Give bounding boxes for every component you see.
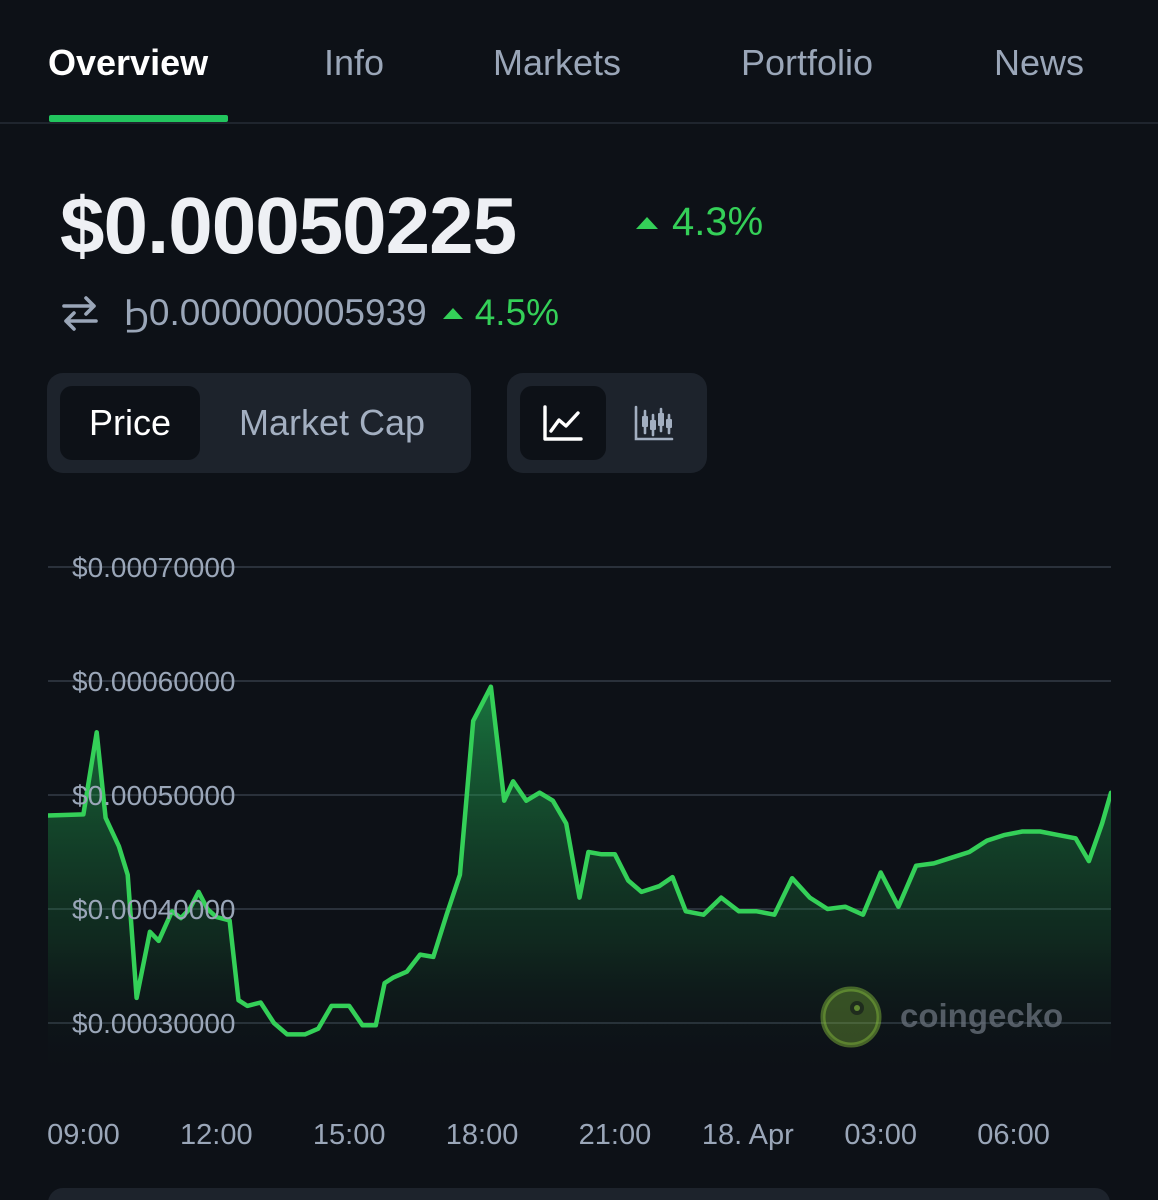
coingecko-logo-icon (820, 986, 882, 1048)
x-tick-label: 12:00 (180, 1119, 253, 1151)
watermark-text: coingecko (900, 997, 1063, 1034)
line-chart-button[interactable] (520, 386, 606, 460)
price-chart[interactable]: $0.00030000 $0.00040000 $0.00050000 $0.0006… (0, 520, 1158, 1180)
usd-price-change: 4.3% (636, 200, 763, 245)
up-triangle-icon (636, 216, 658, 229)
coingecko-watermark: coingecko (820, 986, 1063, 1048)
price-line (48, 684, 1111, 1037)
candlestick-chart-icon (634, 405, 674, 441)
x-tick-label: 18:00 (446, 1119, 519, 1151)
swap-arrows-icon[interactable] (60, 293, 100, 333)
y-tick-label: $0.00030000 (72, 1008, 236, 1039)
tab-portfolio[interactable]: Portfolio (741, 42, 874, 83)
usd-price: $0.00050225 (60, 181, 517, 270)
x-tick-label: 15:00 (313, 1119, 386, 1151)
chart-type-toggle (507, 373, 707, 473)
usd-change-value: 4.3% (672, 200, 764, 244)
btc-price: Ϧ0.000000005939 (124, 292, 427, 333)
x-tick-label: 06:00 (977, 1119, 1050, 1151)
active-tab-indicator (49, 115, 228, 122)
tab-bar: Overview Info Markets Portfolio News (0, 0, 1158, 124)
btc-price-row: Ϧ0.000000005939 4.5% (60, 288, 559, 338)
price-area-fill (48, 686, 1111, 1080)
y-tick-label: $0.00040000 (72, 894, 236, 925)
tab-markets[interactable]: Markets (493, 42, 622, 83)
x-tick-label: 21:00 (579, 1119, 652, 1151)
tab-info[interactable]: Info (324, 42, 385, 83)
btc-change-value: 4.5% (474, 292, 560, 333)
market-cap-toggle-button[interactable]: Market Cap (238, 402, 426, 443)
y-tick-label: $0.00060000 (72, 666, 236, 697)
tab-overview[interactable]: Overview (48, 42, 209, 83)
x-tick-label: 18. Apr (702, 1119, 794, 1151)
metric-toggle: Price Market Cap (47, 373, 471, 473)
price-toggle-button[interactable]: Price (60, 386, 200, 460)
x-tick-label: 09:00 (47, 1119, 120, 1151)
tab-news[interactable]: News (994, 42, 1085, 83)
up-triangle-icon (442, 307, 463, 319)
y-tick-label: $0.00050000 (72, 780, 236, 811)
x-tick-label: 03:00 (844, 1119, 917, 1151)
line-chart-icon (543, 405, 583, 441)
y-tick-label: $0.00070000 (72, 552, 236, 583)
btc-price-change: 4.5% (442, 292, 560, 334)
bottom-panel-edge (48, 1188, 1110, 1200)
candlestick-chart-button[interactable] (611, 386, 697, 460)
